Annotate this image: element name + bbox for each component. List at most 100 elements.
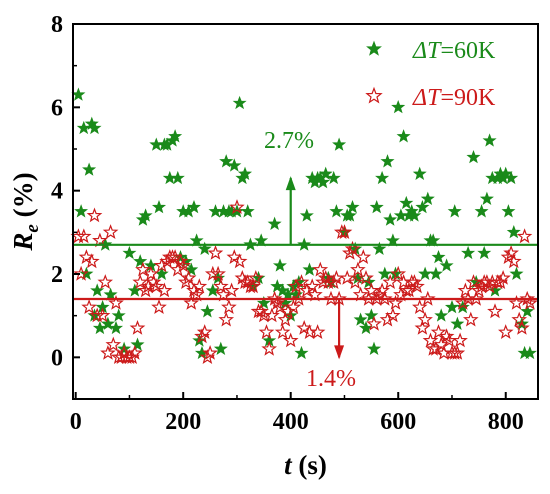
data-point-90k [83,253,100,269]
data-point-60k [240,204,255,218]
x-tick-label: 800 [488,409,524,435]
data-point-90k [347,274,364,289]
data-point-90k [387,294,404,310]
data-point-60k [170,170,185,185]
data-point-90k [379,311,396,327]
data-point-90k [75,228,92,244]
data-point-90k [207,244,224,260]
y-tick-label: 6 [51,95,63,121]
data-point-60k [399,195,414,210]
data-point-90k [452,332,468,348]
data-point-90k [508,294,525,310]
data-point-90k [204,265,221,281]
data-point-60k [474,204,489,218]
data-point-60k [267,216,282,231]
data-point-90k [186,282,202,298]
data-point-60k [329,204,344,218]
data-point-90k [406,274,423,289]
data-point-90k [457,282,474,298]
arrow-up-annotation [285,176,296,245]
data-point-90k [180,269,197,285]
data-point-90k [417,311,433,327]
data-point-60k [372,241,387,256]
data-point-90k [422,332,439,348]
data-point-90k [73,265,89,281]
data-point-60k [189,233,204,247]
x-tick-label: 0 [70,409,82,435]
data-point-90k [468,290,485,306]
data-point-90k [492,274,509,289]
data-point-60k [391,99,406,114]
data-point-60k [79,266,94,281]
data-point-60k [455,299,470,314]
x-axis-unit: (s) [292,450,327,480]
legend-suffix-90k: =90K [440,85,496,111]
data-point-90k [307,286,323,302]
y-tick-label: 8 [51,12,63,38]
data-point-60k [272,258,287,272]
data-point-90k [487,303,503,319]
data-point-60k [383,212,398,226]
y-axis-symbol: R [8,233,38,252]
arrow-head [285,176,296,191]
data-point-60k [396,129,411,143]
data-point-90k [336,224,353,239]
data-point-60k [434,308,449,322]
data-point-90k [86,207,103,223]
data-point-90k [151,299,167,314]
data-point-90k [261,340,278,356]
data-point-90k [358,269,374,285]
legend-suffix-60k: =60K [440,38,496,64]
data-point-90k [97,274,113,289]
data-point-90k [355,249,372,264]
data-point-90k [218,311,235,327]
data-point-60k [487,283,503,297]
data-point-90k [135,261,151,277]
data-point-60k [133,254,148,268]
data-point-90k [522,294,538,310]
data-point-60k [122,245,137,260]
data-point-90k [462,311,479,327]
data-point-90k [178,274,194,289]
data-point-60k [232,95,247,110]
data-point-90k [188,286,205,302]
data-point-90k [471,282,487,298]
data-point-90k [253,303,269,319]
data-point-60k [412,166,427,181]
data-point-90k [290,290,307,306]
legend-star-icon [366,40,382,56]
y-tick-label: 0 [51,345,63,371]
data-point-90k [148,278,165,294]
data-point-60k [420,191,435,206]
data-point-90k [449,344,466,360]
data-point-60k [326,170,341,185]
data-point-90k [229,199,245,214]
data-point-90k [366,315,382,331]
data-point-60k [477,245,492,260]
data-point-90k [194,328,210,344]
data-point-60k [71,87,86,101]
legend-marker-60k [366,40,382,56]
mean-label-60k: 2.7% [264,128,314,154]
legend-label-90k: ΔT=90K [412,85,496,111]
data-point-60k [186,199,201,214]
data-point-90k [264,307,280,323]
data-point-60k [439,258,454,272]
data-point-60k [219,154,234,168]
x-axis-symbol: t [284,450,293,480]
data-point-90k [126,344,143,360]
data-point-90k [385,307,401,323]
data-point-90k [495,269,511,285]
data-point-90k [382,274,398,289]
data-point-60k [130,337,145,351]
data-point-60k [254,233,269,247]
data-point-90k [514,319,530,335]
data-point-90k [430,324,447,340]
data-point-60k [418,266,433,281]
data-point-60k [103,287,118,301]
data-point-90k [344,240,361,256]
data-point-90k [414,319,431,335]
mean-label-90k: 1.4% [306,366,356,392]
data-point-90k [312,261,329,277]
legend-star-icon [365,86,383,104]
